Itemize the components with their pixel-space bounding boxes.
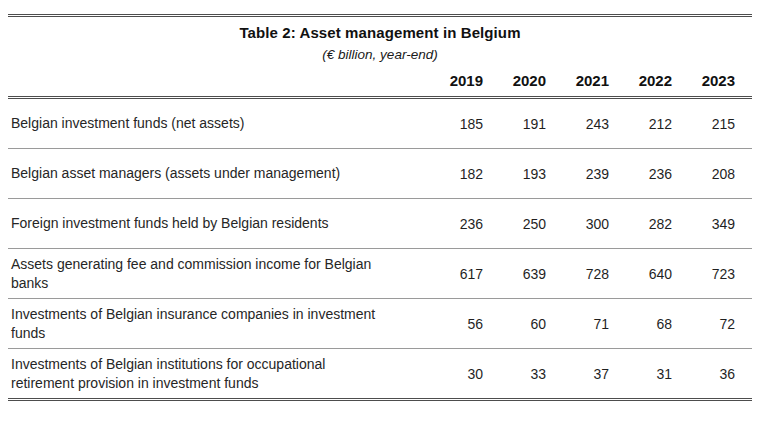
value-cell: 212 <box>609 116 672 132</box>
value-cell: 33 <box>483 366 546 382</box>
value-cell: 243 <box>546 116 609 132</box>
year-column-header: 2021 <box>546 72 609 89</box>
value-cell: 37 <box>546 366 609 382</box>
row-label: Assets generating fee and commission inc… <box>8 255 420 293</box>
document-page: Table 2: Asset management in Belgium (€ … <box>0 0 760 427</box>
value-cell: 56 <box>420 316 483 332</box>
value-cell: 239 <box>546 166 609 182</box>
value-cell: 193 <box>483 166 546 182</box>
value-cell: 300 <box>546 216 609 232</box>
value-cell: 617 <box>420 266 483 282</box>
value-cell: 68 <box>609 316 672 332</box>
value-cell: 31 <box>609 366 672 382</box>
row-label: Investments of Belgian institutions for … <box>8 355 420 393</box>
year-column-header: 2019 <box>420 72 483 89</box>
value-cell: 282 <box>609 216 672 232</box>
table-header-row: 20192020202120222023 <box>8 62 752 96</box>
table-row: Foreign investment funds held by Belgian… <box>8 199 752 248</box>
value-cell: 36 <box>672 366 735 382</box>
value-cell: 728 <box>546 266 609 282</box>
value-cell: 723 <box>672 266 735 282</box>
table-row: Investments of Belgian institutions for … <box>8 349 752 398</box>
value-cell: 639 <box>483 266 546 282</box>
value-cell: 191 <box>483 116 546 132</box>
year-column-header: 2023 <box>672 72 735 89</box>
row-label: Foreign investment funds held by Belgian… <box>8 214 420 233</box>
value-cell: 182 <box>420 166 483 182</box>
value-cell: 185 <box>420 116 483 132</box>
table-title: Table 2: Asset management in Belgium <box>8 24 752 41</box>
table-row: Assets generating fee and commission inc… <box>8 249 752 298</box>
value-cell: 60 <box>483 316 546 332</box>
table-bottom-rule <box>8 398 752 401</box>
value-cell: 250 <box>483 216 546 232</box>
table-body: Belgian investment funds (net assets)185… <box>8 99 752 398</box>
value-cell: 71 <box>546 316 609 332</box>
value-cell: 640 <box>609 266 672 282</box>
value-cell: 236 <box>420 216 483 232</box>
table-row: Belgian investment funds (net assets)185… <box>8 99 752 148</box>
value-cell: 208 <box>672 166 735 182</box>
value-cell: 215 <box>672 116 735 132</box>
value-cell: 72 <box>672 316 735 332</box>
table-subtitle: (€ billion, year-end) <box>8 47 752 62</box>
row-label: Belgian asset managers (assets under man… <box>8 164 420 183</box>
year-column-header: 2022 <box>609 72 672 89</box>
value-cell: 236 <box>609 166 672 182</box>
table-row: Belgian asset managers (assets under man… <box>8 149 752 198</box>
table-top-rule <box>8 14 752 17</box>
value-cell: 349 <box>672 216 735 232</box>
value-cell: 30 <box>420 366 483 382</box>
year-column-header: 2020 <box>483 72 546 89</box>
row-label: Belgian investment funds (net assets) <box>8 114 420 133</box>
table-row: Investments of Belgian insurance compani… <box>8 299 752 348</box>
row-label: Investments of Belgian insurance compani… <box>8 305 420 343</box>
